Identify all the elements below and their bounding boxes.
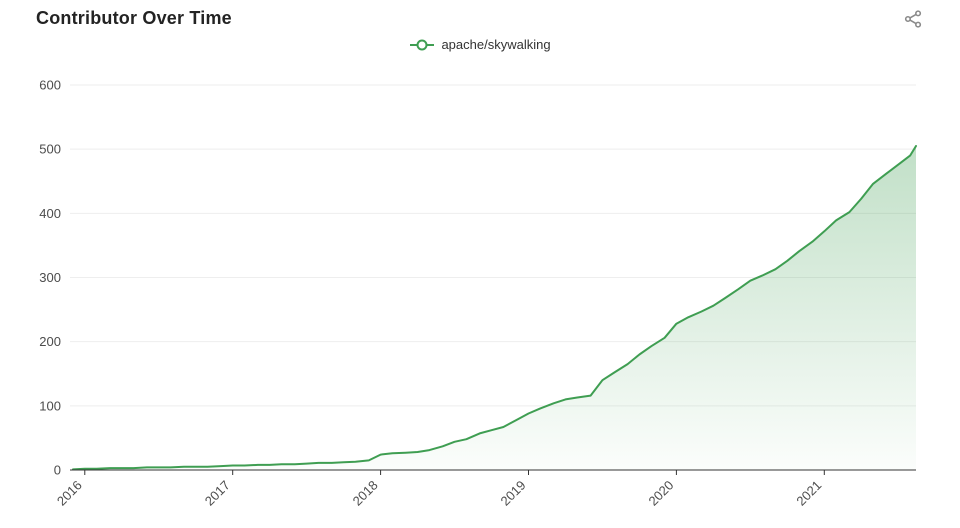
- svg-text:500: 500: [39, 142, 61, 157]
- legend-line-marker-icon: [410, 39, 435, 50]
- svg-text:600: 600: [39, 78, 61, 93]
- svg-text:100: 100: [39, 398, 61, 413]
- svg-text:400: 400: [39, 206, 61, 221]
- svg-text:2019: 2019: [498, 478, 529, 509]
- legend-label: apache/skywalking: [441, 37, 551, 52]
- svg-text:300: 300: [39, 270, 61, 285]
- legend-item-apache-skywalking[interactable]: apache/skywalking: [0, 37, 960, 52]
- svg-text:2018: 2018: [350, 478, 381, 509]
- svg-text:2016: 2016: [54, 478, 85, 509]
- svg-text:2017: 2017: [202, 478, 233, 509]
- svg-text:2020: 2020: [645, 478, 676, 509]
- svg-text:200: 200: [39, 334, 61, 349]
- share-button[interactable]: [904, 10, 922, 28]
- svg-text:0: 0: [54, 463, 61, 478]
- svg-text:2021: 2021: [793, 478, 824, 509]
- page-title: Contributor Over Time: [36, 8, 232, 28]
- share-icon: [904, 10, 922, 28]
